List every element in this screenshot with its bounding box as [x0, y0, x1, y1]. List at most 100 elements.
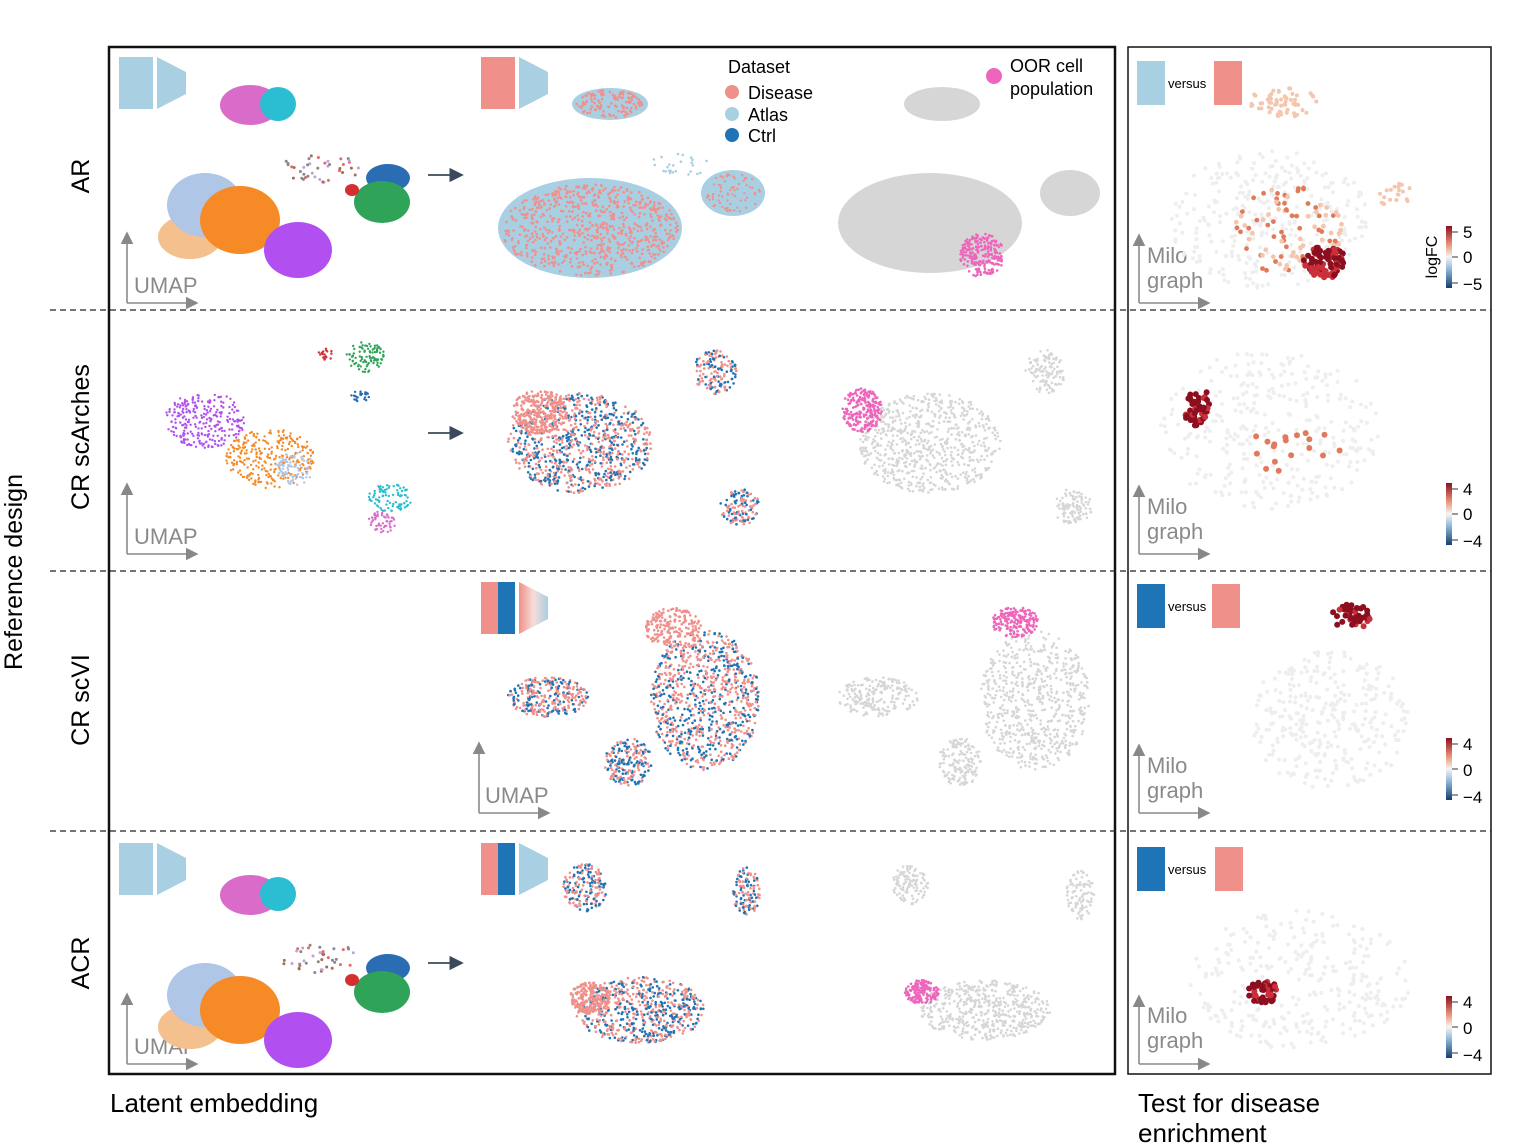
colorbar-row2: 4 0 −4: [1446, 480, 1482, 551]
latent-embedding-frame: [107, 45, 1117, 1076]
scvi-query-top: [644, 606, 702, 649]
dataset-legend: Dataset Disease Atlas Ctrl OOR cell popu…: [725, 56, 1093, 146]
row2-milo-bg: [1158, 351, 1380, 511]
acr-reference-cyan-cluster: [260, 877, 296, 911]
acr-reference-green-cluster: [354, 971, 410, 1013]
colorbar-title: logFC: [1424, 236, 1441, 279]
scvi-oor-bottom: [938, 737, 982, 787]
legend-title: Dataset: [728, 57, 790, 77]
milo-label1-row1: Milo: [1147, 243, 1187, 268]
milo-axis-row2: [1132, 484, 1211, 561]
caption-latent-embedding: Latent embedding: [110, 1088, 318, 1118]
colorbar-row3-tick-low: −4: [1463, 788, 1482, 807]
acr-reference-orange-cluster: [200, 976, 280, 1044]
scarches-oor-cells: [841, 387, 883, 434]
acr-query-topleft: [562, 863, 607, 913]
row4-milo-bg: [1188, 908, 1410, 1050]
versus-icon-row3: versus: [1137, 584, 1240, 628]
colorbar-row4-tick-high: 4: [1463, 993, 1472, 1012]
versus-label-row3: versus: [1168, 599, 1207, 614]
legend-disease-swatch: [725, 85, 739, 99]
ar-reference-purple-cluster: [264, 222, 332, 278]
row1-milo-mid: [1233, 185, 1344, 273]
acr-query-topright: [731, 866, 761, 916]
ar-oor-main: [838, 173, 1022, 273]
milo-axis-row1: [1132, 233, 1211, 310]
umap-label-ar: UMAP: [134, 273, 198, 298]
colorbar-row4-tick-mid: 0: [1463, 1019, 1472, 1038]
scvi-oor-cells: [992, 606, 1039, 639]
row1-milo-right: [1378, 181, 1412, 207]
acr-oor-cells: [903, 978, 940, 1004]
row-label-ar: AR: [67, 159, 95, 194]
ar-query-small: [652, 152, 708, 176]
milo-label2-row4: graph: [1147, 1028, 1203, 1053]
legend-ctrl-label: Ctrl: [748, 126, 776, 146]
row2-milo-hot: [1182, 389, 1212, 429]
versus-icon-row4: versus: [1137, 847, 1243, 891]
colorbar-row2-tick-high: 4: [1463, 480, 1472, 499]
ar-reference-orange-cluster: [200, 186, 280, 254]
milo-label1-row3: Milo: [1147, 753, 1187, 778]
scarches-ref-orange: [225, 429, 315, 490]
ar-oor-top: [904, 87, 980, 121]
acr-oor-tl: [892, 865, 930, 906]
milo-label1-row4: Milo: [1147, 1003, 1187, 1028]
scarches-query-br: [719, 488, 760, 526]
legend-atlas-swatch: [725, 107, 739, 121]
scvi-oor-left: [838, 676, 919, 718]
milo-label2-row2: graph: [1147, 519, 1203, 544]
legend-oor-line1: OOR cell: [1010, 56, 1083, 76]
ar-oor-right: [1040, 170, 1100, 216]
colorbar-row4: 4 0 −4: [1446, 993, 1482, 1065]
versus-icon-row1: versus: [1137, 61, 1242, 105]
milo-label1-row2: Milo: [1147, 494, 1187, 519]
ar-query-disease-right: [705, 173, 761, 213]
milo-axis-row3: [1132, 743, 1211, 820]
ar-reference-small-clusters: [284, 154, 360, 184]
scarches-oor-top: [1024, 349, 1065, 395]
model-icon-acr-reference: [119, 843, 186, 895]
scarches-ref-purple: [165, 393, 246, 449]
row3-milo-hot: [1330, 601, 1373, 630]
acr-oor-tr: [1065, 869, 1096, 921]
model-icon-cr-scvi: [481, 582, 548, 634]
legend-disease-label: Disease: [748, 83, 813, 103]
milo-label2-row3: graph: [1147, 778, 1203, 803]
acr-reference-red-cluster: [345, 974, 359, 986]
umap-axis-scvi: [472, 741, 551, 820]
legend-oor-line2: population: [1010, 79, 1093, 99]
row-label-acr: ACR: [67, 937, 95, 990]
scarches-oor-br: [1055, 488, 1093, 525]
row-label-cr-scarches: CR scArches: [67, 364, 95, 510]
umap-label-scvi: UMAP: [485, 783, 549, 808]
colorbar-row3-tick-high: 4: [1463, 735, 1472, 754]
ar-query-disease-top: [575, 89, 644, 119]
acr-query-head: [569, 981, 611, 1015]
colorbar-row1: 5 0 −5 logFC: [1424, 223, 1482, 294]
colorbar-row3: 4 0 −4: [1446, 735, 1482, 807]
umap-axis-ar: [120, 231, 199, 310]
acr-oor-main: [920, 979, 1051, 1041]
ar-reference-cyan-cluster: [260, 87, 296, 121]
ar-reference-red-cluster: [345, 184, 359, 196]
colorbar-row1-tick-low: −5: [1463, 275, 1482, 294]
scarches-ref-lightblue: [276, 450, 312, 486]
versus-label-row4: versus: [1168, 862, 1207, 877]
scarches-query-top: [695, 349, 738, 396]
scarches-ref-red: [317, 347, 333, 361]
y-axis-title: Reference design: [0, 474, 28, 670]
scarches-query-main: [507, 391, 652, 495]
scarches-ref-blue: [350, 390, 370, 403]
ar-oor-cells: [959, 232, 1003, 278]
legend-ctrl-swatch: [725, 128, 739, 142]
ar-query-disease-cells: [503, 183, 679, 277]
colorbar-row2-tick-low: −4: [1463, 532, 1482, 551]
model-icon-ar-query: [481, 57, 548, 109]
model-icon-acr-query: [481, 843, 548, 895]
colorbar-row3-tick-mid: 0: [1463, 761, 1472, 780]
row-label-cr-scvi: CR scVI: [67, 654, 95, 746]
scarches-ref-cyan: [367, 483, 412, 513]
ar-query-right: [701, 170, 765, 216]
